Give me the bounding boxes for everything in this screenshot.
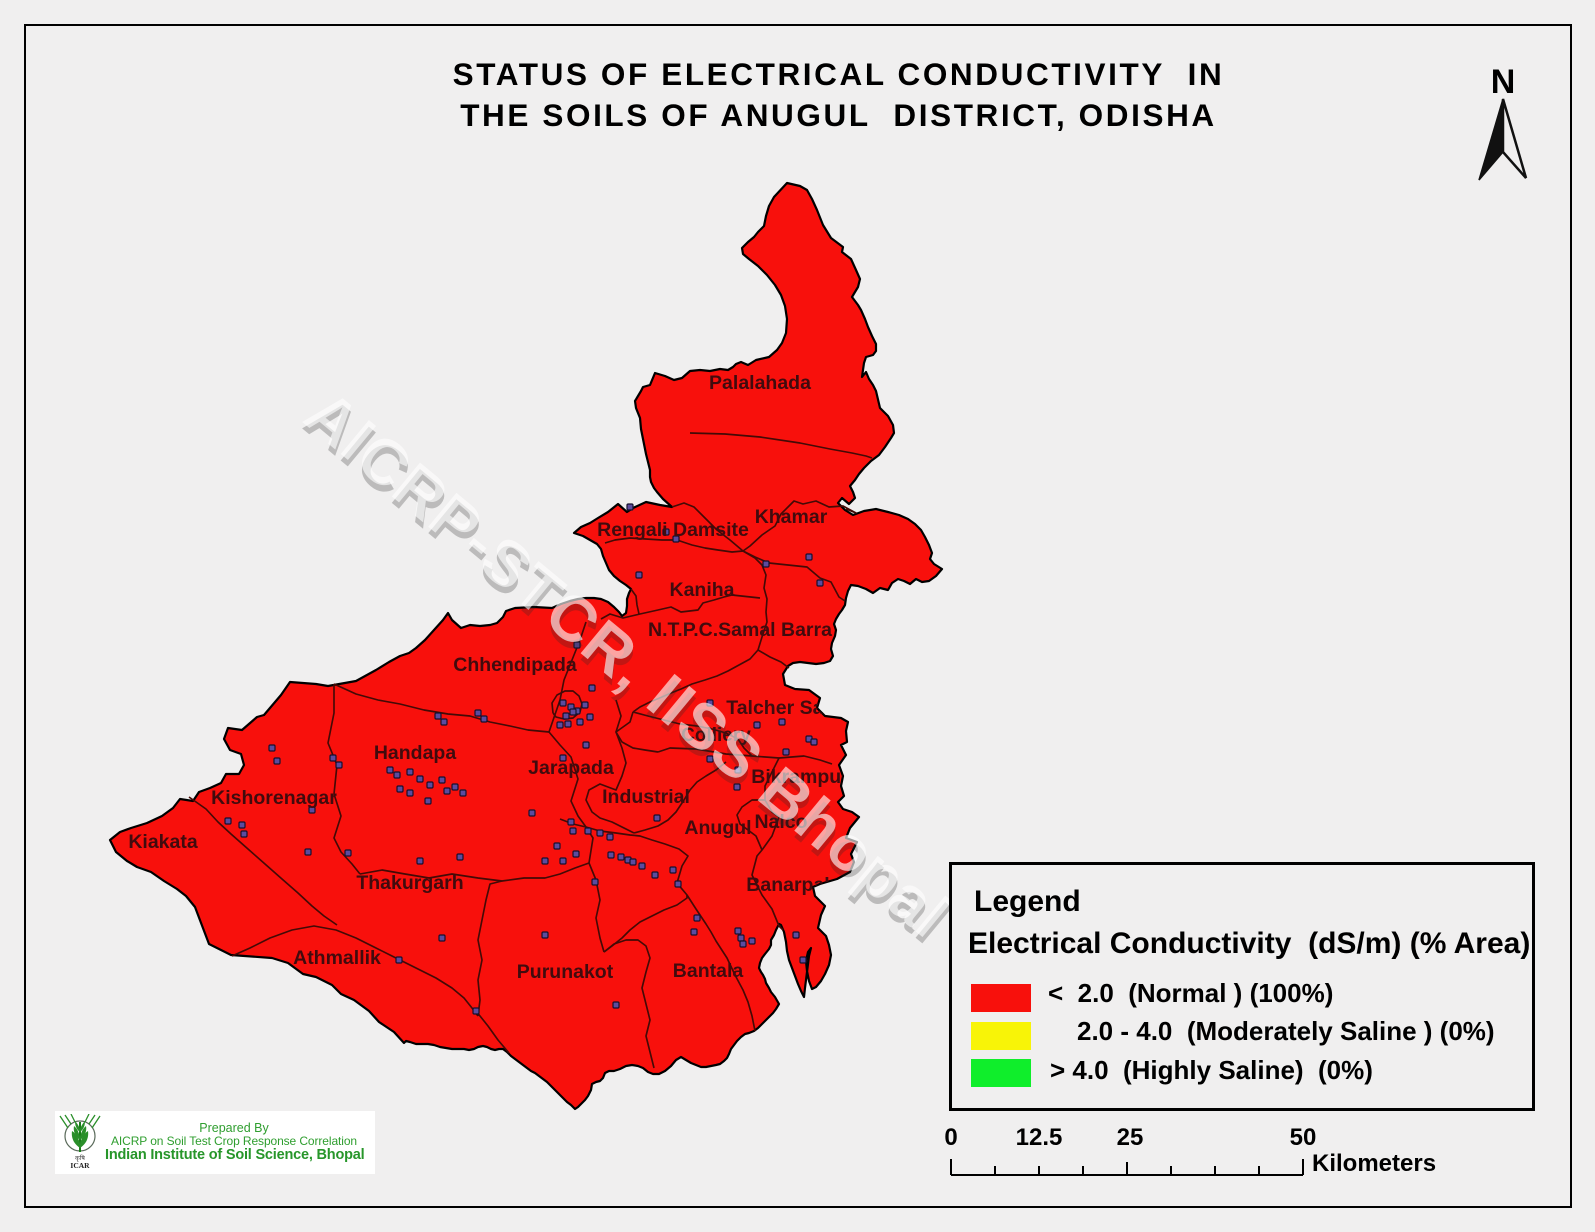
svg-text:Kishorenagar: Kishorenagar <box>211 787 337 809</box>
svg-text:Palalahada: Palalahada <box>709 372 811 394</box>
svg-text:Purunakot: Purunakot <box>517 961 614 983</box>
svg-text:Banarpal: Banarpal <box>746 874 829 896</box>
svg-text:Rengali Damsite: Rengali Damsite <box>597 519 749 541</box>
svg-text:N: N <box>1491 63 1516 101</box>
svg-text:Thakurgarh: Thakurgarh <box>356 872 463 894</box>
svg-text:Chhendipada: Chhendipada <box>453 654 577 676</box>
svg-text:Colliery: Colliery <box>681 725 751 746</box>
svg-text:Nalco: Nalco <box>754 811 807 833</box>
svg-text:ICAR: ICAR <box>70 1161 90 1170</box>
svg-text:Handapa: Handapa <box>374 742 457 764</box>
svg-text:Khamar: Khamar <box>755 506 828 528</box>
svg-text:Anugul: Anugul <box>684 817 751 839</box>
svg-text:N.T.P.C.Samal Barra: N.T.P.C.Samal Barra <box>648 619 832 641</box>
svg-text:कृषि: कृषि <box>75 1154 85 1162</box>
svg-text:Bantala: Bantala <box>673 960 744 982</box>
svg-text:Jarapada: Jarapada <box>528 757 614 779</box>
svg-text:Kaniha: Kaniha <box>669 579 734 601</box>
svg-text:Industrial: Industrial <box>602 786 690 808</box>
svg-text:Athmallik: Athmallik <box>293 947 381 969</box>
svg-text:Bikrampur: Bikrampur <box>751 766 849 788</box>
svg-text:Kiakata: Kiakata <box>128 831 198 853</box>
